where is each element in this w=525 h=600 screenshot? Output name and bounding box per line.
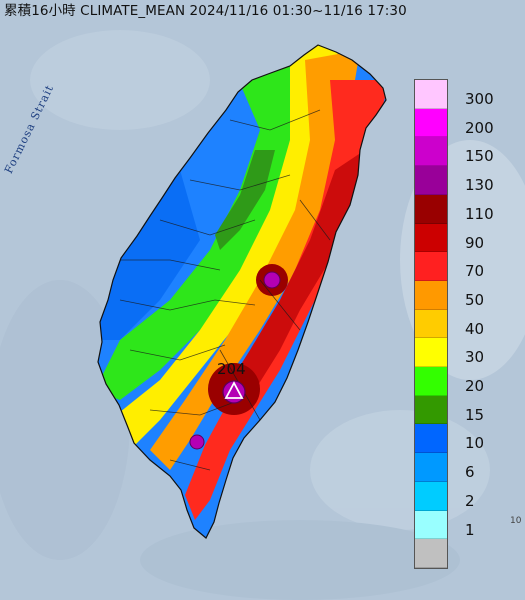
legend-swatch (415, 280, 447, 310)
legend-swatch (415, 252, 447, 281)
legend-label: 150 (465, 147, 494, 166)
max-rainfall-station-marker[interactable] (222, 380, 246, 404)
legend-label: 130 (465, 176, 494, 195)
map-title: 累積16小時 CLIMATE_MEAN 2024/11/16 01:30~11/… (4, 3, 407, 19)
legend-label: 20 (465, 377, 485, 396)
legend-label: 50 (465, 290, 485, 309)
legend-label: 200 (465, 118, 494, 137)
legend-label: 70 (465, 262, 485, 281)
legend-swatch (415, 367, 447, 396)
legend-swatch (415, 338, 447, 368)
rain-band-dark-red (225, 150, 365, 410)
legend-swatch (415, 424, 447, 454)
taiwan-coastline (97, 44, 387, 539)
legend-label: 15 (465, 405, 485, 424)
legend-label: 40 (465, 319, 485, 338)
rain-band-green (98, 45, 330, 400)
legend-swatch (415, 309, 447, 339)
station-marker-south[interactable] (189, 434, 205, 450)
legend-swatch (415, 137, 447, 167)
legend-swatch (415, 453, 447, 482)
max-rainfall-value: 204 (217, 360, 246, 378)
legend-label: 110 (465, 204, 494, 223)
legend-swatch (415, 223, 447, 253)
legend-swatch (415, 481, 447, 511)
legend-swatch (415, 539, 447, 568)
station-marker-north[interactable] (263, 271, 281, 289)
legend-swatch (415, 166, 447, 195)
legend-swatch (415, 395, 447, 425)
legend-label: 2 (465, 491, 475, 510)
legend-label: 300 (465, 90, 494, 108)
rain-band-dark-green (215, 150, 275, 250)
legend-swatch (415, 80, 447, 109)
rainfall-legend (414, 79, 448, 569)
legend-label: 30 (465, 348, 485, 367)
legend-label: 90 (465, 233, 485, 252)
legend-swatch (415, 108, 447, 138)
legend-label: 6 (465, 463, 475, 482)
rain-band-orange (150, 50, 360, 470)
legend-swatch (415, 194, 447, 224)
map-edge-label: 10 (510, 516, 522, 526)
legend-swatch (415, 510, 447, 540)
legend-label: 10 (465, 434, 485, 453)
legend-label: 1 (465, 520, 475, 539)
